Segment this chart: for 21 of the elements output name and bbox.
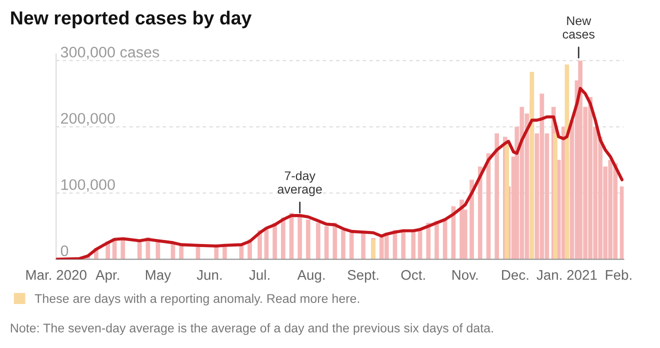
text: Note: The seven-day average is the average of a day and the previous six days of data. [10,323,493,335]
x-tick-label: May [146,270,172,283]
x-tick-label: Feb. [606,270,632,280]
annotation: 7-day average [278,170,322,196]
annotation: New cases [562,16,594,39]
x-tick-label: Jun. [196,270,222,280]
legend-label: These are days with a reporting anomaly. Read more here. [34,294,360,306]
x-tick-label: Nov. [452,270,478,280]
chart-title: New reported cases by day [11,10,252,28]
y-tick-label: 300,000 cases [60,46,160,60]
y-tick-label: 200,000 [61,112,115,126]
x-tick-label: Jan. 2021 [536,270,597,280]
y-tick-label: 100,000 [61,179,115,192]
x-tick-label: Oct. [401,270,425,280]
y-tick-label: 0 [60,245,68,256]
x-tick-label: Jul. [249,270,270,280]
x-tick-label: Mar. 2020 [26,270,86,280]
x-tick-label: Aug. [297,270,325,283]
x-tick-label: Sept. [348,270,378,283]
x-tick-label: Dec. [502,270,528,280]
x-tick-label: Apr. [96,270,119,283]
